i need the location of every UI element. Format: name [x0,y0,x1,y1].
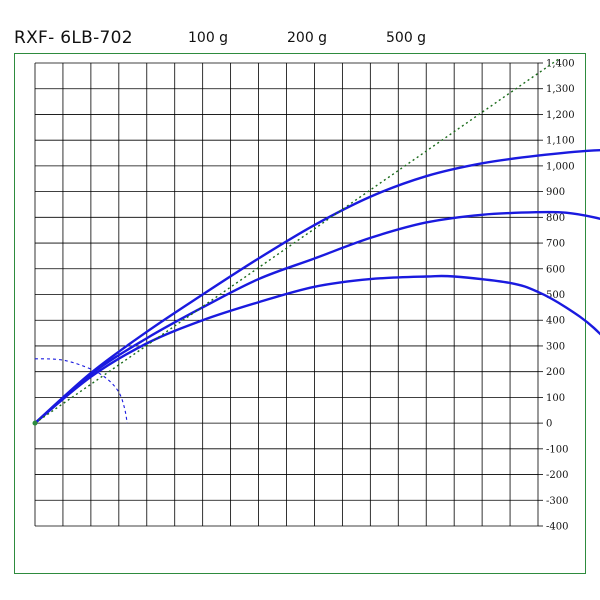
y-tick-label: 700 [546,239,565,250]
y-tick-label: 1,300 [546,84,575,95]
y-tick-label: 1,100 [546,136,575,147]
y-tick-label: 100 [546,393,565,404]
y-tick-label: 0 [546,419,552,430]
y-tick-label: -300 [546,496,568,507]
weight-label-100g: 100 g [188,30,229,46]
series-line-100g [34,274,600,425]
y-tick-label: 1,200 [546,110,575,121]
chart-header: RXF- 6LB-702 100 g 200 g 500 g [14,28,594,50]
y-tick-label: 800 [546,213,565,224]
series-line-200g [34,210,600,425]
y-axis-ticks: 1,400 1,300 1,200 1,100 1,000 900 800 700 600 500… [538,59,575,533]
y-tick-label: 900 [546,187,565,198]
origin-marker [32,420,38,426]
weight-label-500g: 500 g [386,30,427,46]
y-tick-label: 200 [546,367,565,378]
y-tick-label: -400 [546,522,568,533]
series-line-500g [34,148,600,425]
y-tick-label: 300 [546,341,565,352]
y-tick-label: -200 [546,470,568,481]
y-tick-label: 500 [546,290,565,301]
y-tick-label: 1,000 [546,161,575,172]
model-label: RXF- 6LB-702 [14,28,133,48]
reference-line [34,57,561,424]
y-tick-label: 1,400 [546,59,575,70]
y-tick-label: -100 [546,444,568,455]
chart-frame [14,53,586,574]
y-tick-label: 600 [546,264,565,275]
chart-grid [34,62,539,527]
chart-series [32,57,600,426]
weight-label-200g: 200 g [287,30,328,46]
y-tick-label: 400 [546,316,565,327]
reference-arc [34,358,128,424]
